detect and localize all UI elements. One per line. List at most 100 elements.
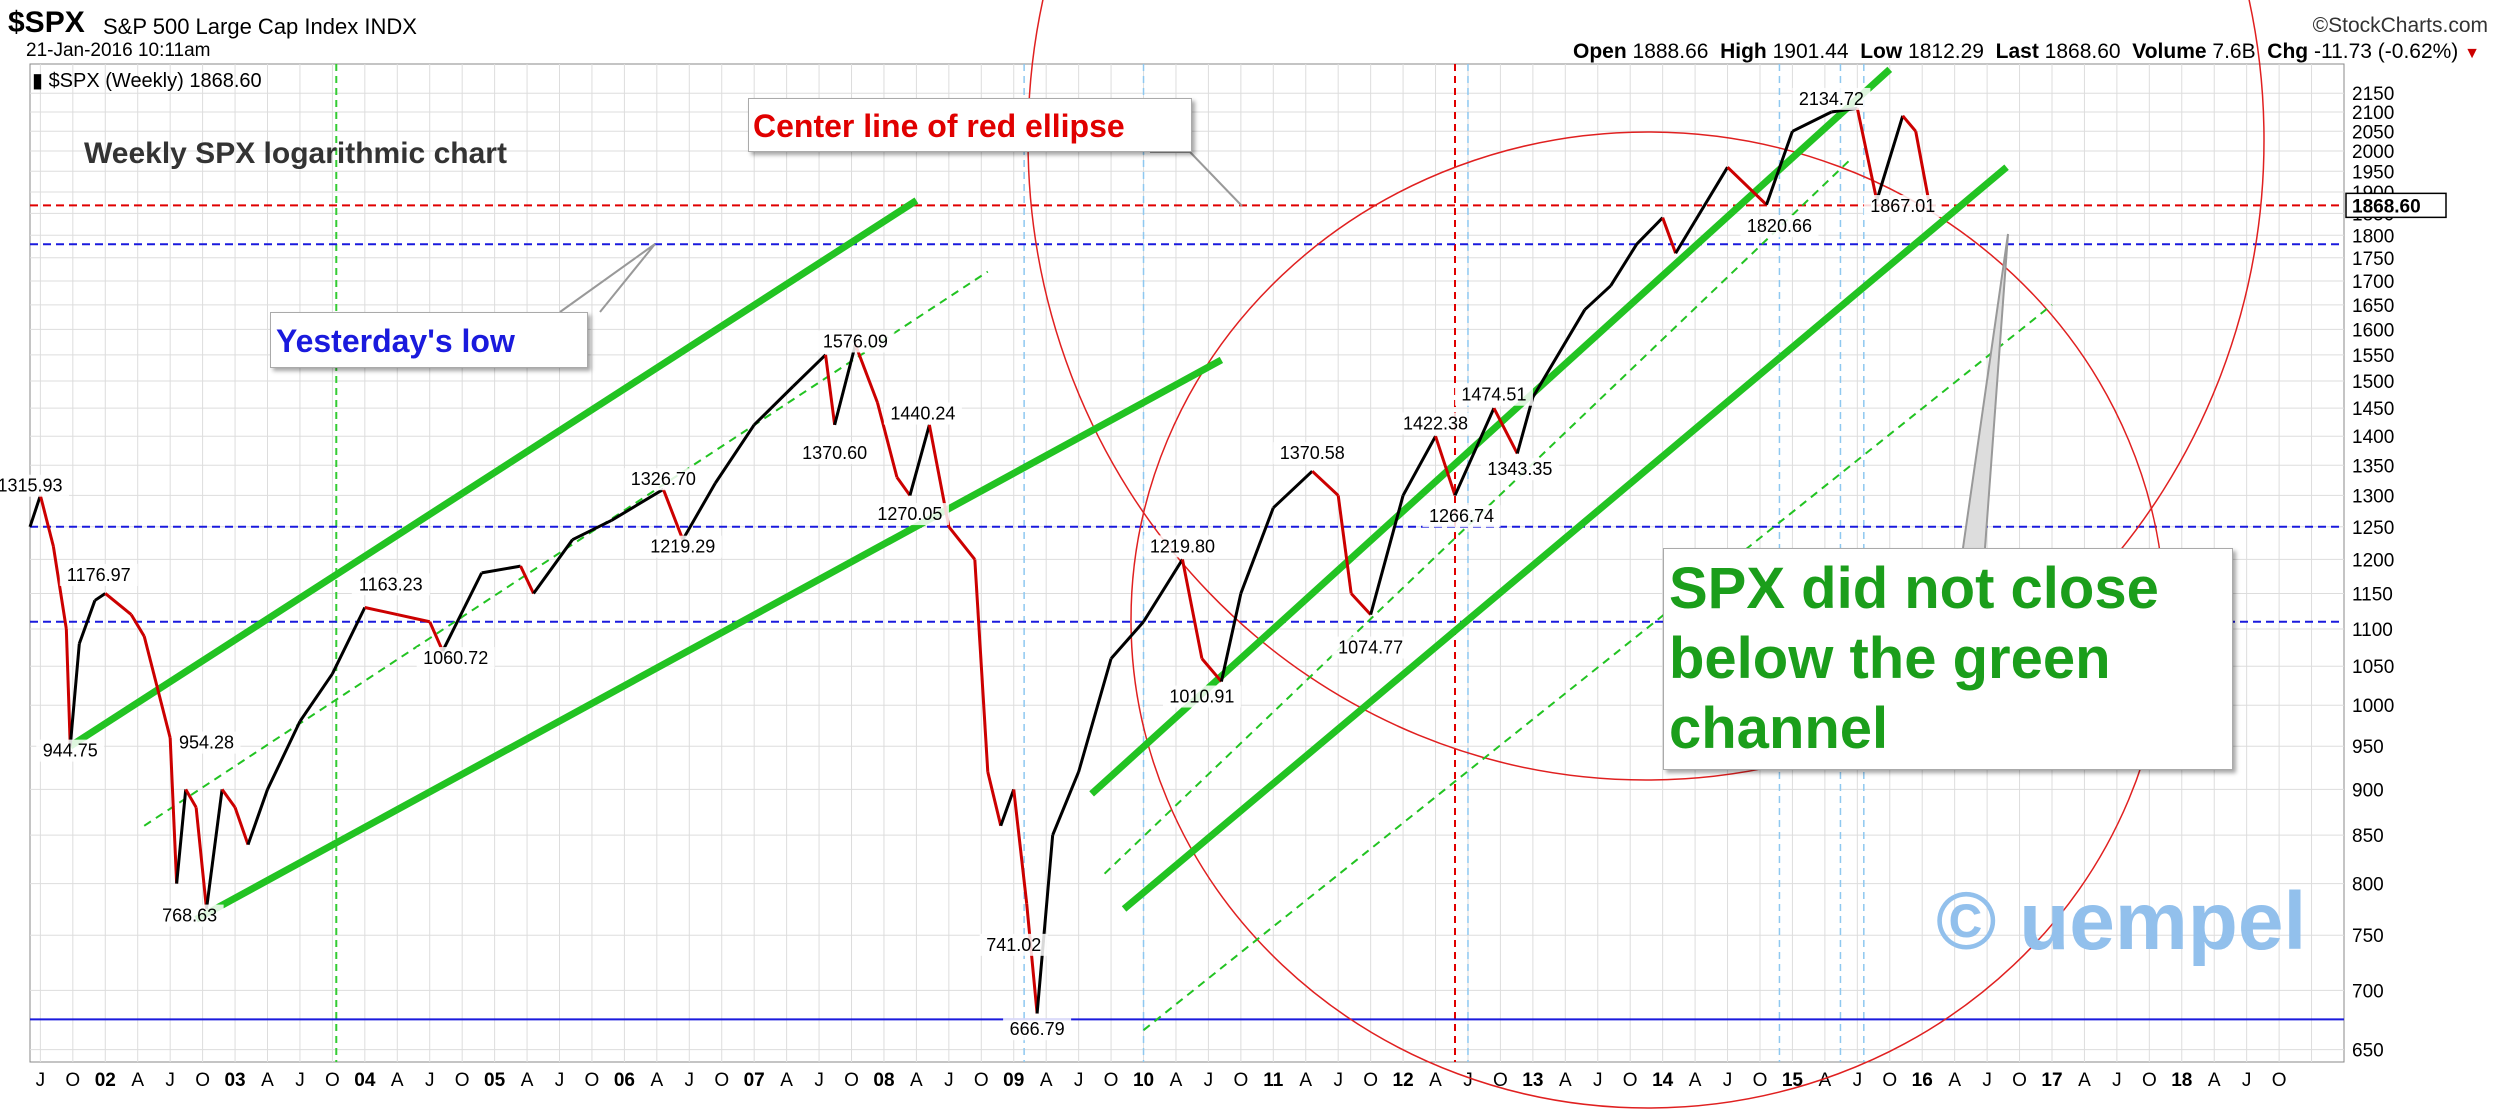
note-yesterdays-low: Yesterday's low [270, 312, 588, 368]
x-tick-label: J [295, 1070, 305, 1091]
price-segment [1531, 308, 1587, 398]
price-label-bg [1422, 505, 1501, 528]
y-tick-label: 2100 [2352, 103, 2394, 124]
x-tick-label: A [1689, 1070, 1702, 1091]
x-tick-label: J [425, 1070, 435, 1091]
note-spx-channel: SPX did not close below the green channe… [1663, 548, 2233, 770]
price-segment [64, 628, 72, 747]
x-tick-label: J [1204, 1070, 1214, 1091]
callout-pointer-ellipse [1150, 151, 1243, 207]
price-segment [833, 344, 857, 426]
price-label: 1266.74 [1429, 506, 1494, 526]
x-tick-label: J [36, 1070, 46, 1091]
x-tick-label: O [65, 1070, 80, 1091]
price-segment [1219, 593, 1243, 682]
price-label-bg [351, 573, 430, 596]
price-segment [947, 525, 976, 561]
price-segment [1609, 243, 1638, 287]
price-segment [104, 592, 133, 616]
price-segment [519, 565, 535, 595]
price-segment [1369, 495, 1405, 615]
price-segment [331, 606, 367, 675]
price-segment [1272, 470, 1314, 509]
x-tick-label: O [2142, 1070, 2157, 1091]
x-tick-label: O [1104, 1070, 1119, 1091]
y-tick-label: 1400 [2352, 427, 2394, 448]
x-tick-label: 11 [1263, 1070, 1284, 1091]
y-tick-label: 1000 [2352, 696, 2394, 717]
price-segment [661, 488, 685, 541]
price-label: 1176.97 [67, 565, 131, 585]
x-tick-label: J [1853, 1070, 1863, 1091]
price-label-bg [1396, 412, 1475, 435]
y-tick-label: 1950 [2352, 162, 2394, 183]
price-segment [1077, 658, 1113, 773]
price-segment [1661, 217, 1678, 254]
x-tick-label: O [2272, 1070, 2287, 1091]
y-tick-label: 2050 [2352, 122, 2394, 143]
price-segment [1914, 131, 1931, 201]
price-label-bg [0, 474, 69, 497]
price-label-bg [59, 563, 138, 586]
price-segment [184, 788, 198, 809]
price-segment [1109, 620, 1145, 660]
price-label-bg [795, 442, 874, 465]
source-label: ©StockCharts.com [2312, 14, 2488, 37]
chg-value: -11.73 (-0.62%) [2313, 40, 2459, 63]
price-label: 1163.23 [359, 574, 423, 594]
price-segment [1025, 903, 1039, 1014]
price-segment [129, 613, 146, 638]
quote-date: 21-Jan-2016 10:11am [26, 40, 211, 61]
x-tick-label: J [1074, 1070, 1084, 1091]
y-tick-label: 1750 [2352, 249, 2394, 270]
y-tick-label: 1300 [2352, 486, 2394, 507]
x-tick-label: A [1040, 1070, 1053, 1091]
price-segment [1875, 115, 1905, 201]
price-label-bg [643, 535, 722, 558]
x-tick-label: A [1948, 1070, 1961, 1091]
y-tick-label: 1800 [2352, 226, 2394, 247]
price-segment [1239, 507, 1275, 594]
x-tick-label: O [1623, 1070, 1638, 1091]
price-segment [220, 788, 237, 809]
callout-pointer-spx [1962, 233, 2009, 549]
x-tick-label: J [1593, 1070, 1603, 1091]
down-arrow-icon: ▼ [2464, 45, 2480, 62]
green-channel-line [68, 197, 919, 750]
price-label: 1370.60 [802, 443, 867, 463]
x-tick-label: O [974, 1070, 989, 1091]
price-segment [51, 545, 68, 630]
note-line-3: channel [1669, 696, 1889, 761]
price-label-bg [172, 731, 241, 754]
price-segment [876, 402, 899, 478]
x-tick-label: J [555, 1070, 565, 1091]
green-channel-line [1103, 158, 1852, 875]
price-segment [1726, 166, 1768, 206]
price-segment [1051, 771, 1081, 836]
price-label: 1219.80 [1150, 536, 1215, 556]
price-label: 954.28 [179, 733, 234, 753]
price-segment [1336, 495, 1353, 594]
price-segment [1791, 110, 1833, 133]
x-tick-label: O [844, 1070, 859, 1091]
x-tick-label: A [1819, 1070, 1832, 1091]
symbol: $SPX [8, 6, 85, 39]
price-segment [481, 564, 521, 575]
high-value: 1901.44 [1772, 40, 1849, 63]
price-label: 1820.66 [1747, 216, 1812, 236]
x-tick-label: O [1882, 1070, 1897, 1091]
green-channel-line [194, 356, 1224, 923]
y-tick-label: 1450 [2352, 399, 2394, 420]
price-label: 1422.38 [1403, 414, 1468, 434]
price-segment [1401, 435, 1437, 497]
x-tick-label: A [2208, 1070, 2221, 1091]
price-label-bg [624, 468, 703, 491]
price-segment [233, 806, 250, 846]
x-tick-label: J [2112, 1070, 2122, 1091]
price-segment [396, 613, 431, 624]
price-label: 1576.09 [823, 331, 888, 351]
price-segment [142, 635, 172, 739]
price-label-bg [155, 904, 224, 927]
x-tick-label: 09 [1003, 1070, 1024, 1091]
x-tick-label: O [714, 1070, 729, 1091]
